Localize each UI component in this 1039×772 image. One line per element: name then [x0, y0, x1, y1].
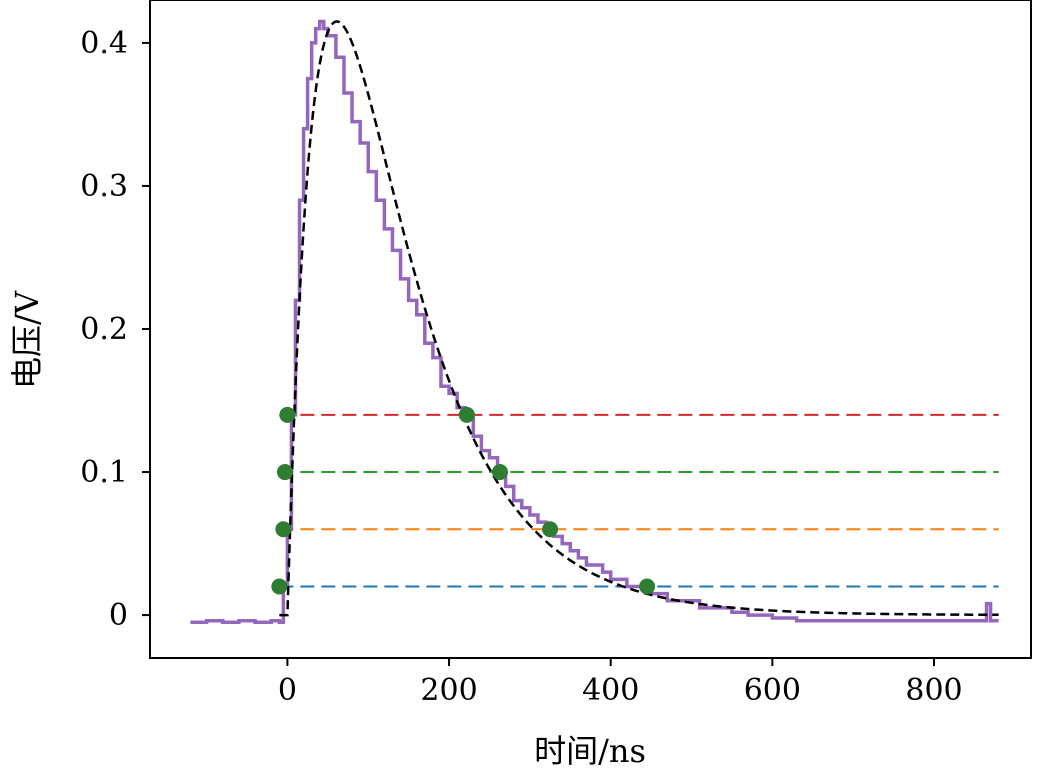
x-axis-ticks: 0 200 400 600 800: [278, 658, 963, 708]
crossing-point-4: [458, 406, 475, 423]
threshold-lines: [279, 413, 999, 588]
measured-trace: [190, 19, 999, 624]
fit-line: [279, 20, 999, 617]
crossing-points: [271, 406, 656, 595]
x-axis-label: 时间/ns: [534, 732, 646, 770]
y-tick-label-1: 0.1: [80, 455, 128, 490]
y-tick-label-0: 0: [109, 598, 128, 633]
crossing-point-2: [276, 464, 293, 481]
x-tick-label-2: 400: [582, 673, 639, 708]
y-tick-label-4: 0.4: [80, 26, 128, 61]
crossing-point-7: [639, 578, 656, 595]
fit-curve: [279, 20, 999, 617]
x-tick-label-1: 200: [420, 673, 477, 708]
x-tick-label-4: 800: [905, 673, 962, 708]
x-tick-label-3: 600: [744, 673, 801, 708]
crossing-point-0: [271, 578, 288, 595]
crossing-point-1: [275, 521, 292, 538]
plot-frame: [149, 0, 1032, 659]
x-tick-label-0: 0: [278, 673, 297, 708]
y-axis-label: 电压/V: [8, 290, 46, 389]
crossing-point-5: [491, 464, 508, 481]
y-axis-ticks: 0 0.1 0.2 0.3 0.4: [80, 26, 150, 633]
crossing-point-3: [279, 406, 296, 423]
y-tick-label-2: 0.2: [80, 312, 128, 347]
crossing-point-6: [542, 521, 559, 538]
y-tick-label-3: 0.3: [80, 169, 128, 204]
measured-line: [190, 19, 999, 624]
